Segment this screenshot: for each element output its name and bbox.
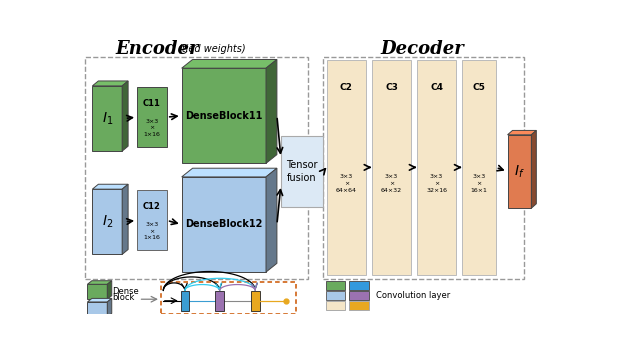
Text: C3: C3 [385, 83, 398, 92]
FancyBboxPatch shape [508, 135, 531, 208]
Text: Dense: Dense [112, 287, 139, 296]
FancyBboxPatch shape [180, 291, 189, 311]
Text: C4: C4 [430, 83, 443, 92]
Polygon shape [122, 81, 128, 151]
Text: 3×3
×
64×64: 3×3 × 64×64 [336, 174, 357, 193]
FancyBboxPatch shape [326, 281, 346, 290]
Text: Tensor
fusion: Tensor fusion [286, 160, 317, 183]
Polygon shape [182, 168, 277, 177]
FancyBboxPatch shape [137, 191, 167, 250]
Text: 3×3
×
1×16: 3×3 × 1×16 [143, 119, 161, 137]
Text: $I_f$: $I_f$ [514, 163, 525, 180]
FancyBboxPatch shape [326, 291, 346, 300]
Polygon shape [108, 298, 112, 317]
Text: $I_2$: $I_2$ [102, 214, 113, 230]
FancyBboxPatch shape [462, 60, 495, 275]
FancyBboxPatch shape [349, 281, 369, 290]
Polygon shape [92, 81, 128, 86]
Text: 3×3
×
16×1: 3×3 × 16×1 [470, 174, 487, 193]
Text: DenseBlock12: DenseBlock12 [185, 220, 262, 229]
Text: $I_1$: $I_1$ [102, 110, 113, 127]
Polygon shape [108, 281, 112, 299]
FancyBboxPatch shape [326, 60, 366, 275]
Polygon shape [508, 130, 536, 135]
FancyBboxPatch shape [137, 87, 167, 147]
Text: 3×3
×
32×16: 3×3 × 32×16 [426, 174, 447, 193]
Text: C5: C5 [472, 83, 485, 92]
FancyBboxPatch shape [182, 68, 266, 163]
FancyBboxPatch shape [88, 302, 108, 317]
Text: 3×3
×
64×32: 3×3 × 64×32 [381, 174, 402, 193]
Text: (tied weights): (tied weights) [178, 44, 245, 54]
Polygon shape [266, 60, 277, 163]
FancyBboxPatch shape [281, 136, 323, 207]
FancyBboxPatch shape [372, 60, 412, 275]
Text: block: block [112, 293, 134, 301]
Polygon shape [531, 130, 536, 208]
Polygon shape [182, 60, 277, 68]
Polygon shape [122, 184, 128, 255]
FancyBboxPatch shape [182, 177, 266, 272]
Text: C2: C2 [340, 83, 353, 92]
FancyBboxPatch shape [417, 60, 456, 275]
Text: 3×3
×
1×16: 3×3 × 1×16 [143, 222, 161, 240]
Text: DenseBlock11: DenseBlock11 [185, 111, 262, 121]
FancyBboxPatch shape [349, 291, 369, 300]
FancyBboxPatch shape [326, 301, 346, 310]
FancyBboxPatch shape [92, 189, 122, 255]
Text: Encoder: Encoder [115, 40, 198, 58]
FancyBboxPatch shape [349, 301, 369, 310]
FancyBboxPatch shape [92, 86, 122, 151]
Text: Decoder: Decoder [380, 40, 464, 58]
FancyBboxPatch shape [216, 291, 224, 311]
FancyBboxPatch shape [161, 282, 296, 314]
Polygon shape [88, 298, 112, 302]
Text: C12: C12 [143, 202, 161, 211]
Polygon shape [92, 184, 128, 189]
Polygon shape [88, 281, 112, 284]
Polygon shape [266, 168, 277, 272]
FancyBboxPatch shape [251, 291, 260, 311]
FancyBboxPatch shape [88, 284, 108, 299]
Text: C11: C11 [143, 99, 161, 108]
Text: Convolution layer: Convolution layer [376, 291, 450, 300]
